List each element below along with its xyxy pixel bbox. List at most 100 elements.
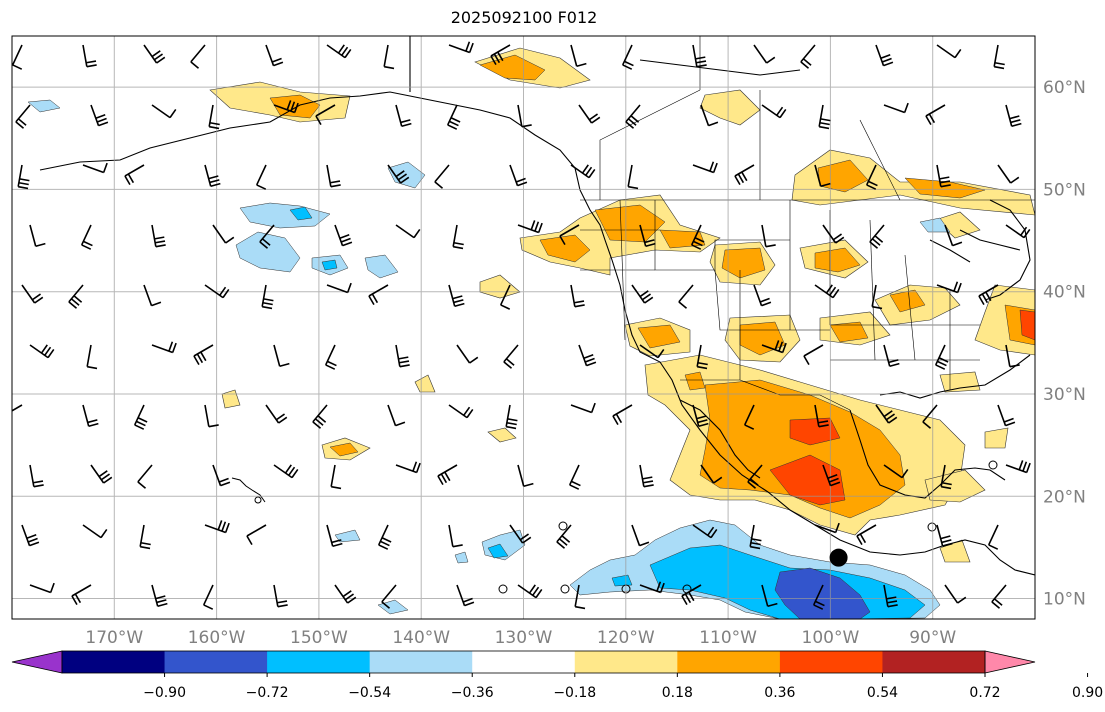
- wind-barb: [137, 464, 153, 489]
- wind-barb: [692, 524, 718, 539]
- colorbar-extend-high: [984, 650, 1036, 674]
- wind-barb: [395, 224, 421, 239]
- wind-barb: [212, 464, 231, 487]
- wind-barb: [578, 344, 597, 367]
- wind-barb: [761, 224, 776, 248]
- wind-barb: [700, 104, 719, 127]
- wind-barb: [503, 344, 519, 369]
- lat-label: 20°N: [1043, 487, 1086, 507]
- colorbar-tick-labels: −0.90 −0.72 −0.54 −0.36 −0.18 0.18 0.36 0.54 0.7…: [143, 673, 1103, 701]
- wind-barb: [395, 344, 410, 368]
- wind-barb: [143, 284, 162, 307]
- wind-barb: [17, 164, 30, 190]
- colorbar: [11, 650, 1036, 674]
- wind-barb: [29, 582, 55, 594]
- wind-barbs: [12, 41, 1031, 610]
- lat-label: 60°N: [1043, 78, 1086, 98]
- moderate-anomaly-fill: [269, 54, 1035, 519]
- wind-barb: [377, 524, 392, 550]
- wind-barb: [448, 524, 463, 548]
- wind-barb: [330, 464, 342, 490]
- wind-barb: [803, 344, 824, 366]
- wind-barb: [814, 284, 840, 299]
- wind-barb: [86, 344, 98, 370]
- wind-barb: [856, 524, 877, 546]
- wind-barb: [570, 284, 585, 308]
- wind-barb: [639, 224, 656, 248]
- wind-barb: [978, 284, 999, 306]
- wind-barb: [621, 44, 634, 70]
- colorbar-segment: [62, 651, 166, 673]
- colorbar-segment: [267, 651, 371, 673]
- wind-barb: [204, 404, 219, 428]
- wind-barb: [315, 104, 336, 126]
- wind-barb: [631, 524, 650, 547]
- lon-label: 120°W: [597, 628, 655, 648]
- colorbar-tick-label: 0.18: [662, 685, 693, 701]
- location-marker[interactable]: [829, 548, 848, 567]
- wind-barb: [395, 461, 421, 474]
- wind-barb: [456, 344, 479, 364]
- wind-barb: [625, 104, 641, 129]
- map-title: 2025092100 F012: [450, 8, 598, 27]
- wind-barb: [499, 284, 511, 310]
- wind-barb: [987, 524, 999, 550]
- wind-barb: [452, 224, 464, 250]
- wind-barb: [265, 404, 288, 424]
- wind-barb: [143, 44, 166, 64]
- colorbar-segment: [472, 651, 576, 673]
- wind-barb: [255, 164, 267, 190]
- lat-label: 50°N: [1043, 180, 1086, 200]
- wind-barb: [940, 464, 952, 490]
- wind-barb: [273, 100, 299, 114]
- wind-barb: [639, 344, 665, 359]
- wind-barb: [743, 404, 755, 430]
- colorbar-segment: [882, 651, 986, 673]
- wind-barb: [865, 164, 878, 190]
- coastlines: [39, 36, 1035, 576]
- wind-barb: [29, 344, 55, 359]
- map-frame: [11, 35, 1036, 620]
- very-strong-negative-anomaly-fill: [774, 567, 871, 619]
- islands: [231, 460, 998, 594]
- wind-barb: [814, 164, 831, 188]
- wind-barb: [568, 464, 581, 490]
- longitude-labels: 170°W 160°W 150°W 140°W 130°W 120°W 110°W 100°W…: [85, 628, 956, 648]
- wind-barb: [696, 344, 708, 370]
- wind-barb: [265, 44, 284, 67]
- wind-barb: [749, 524, 762, 550]
- lon-label: 100°W: [802, 628, 860, 648]
- wind-barb: [997, 404, 1016, 427]
- wind-barb: [1005, 460, 1031, 474]
- wind-barb: [639, 464, 654, 488]
- wind-barb: [273, 584, 288, 608]
- wind-barb: [82, 44, 97, 68]
- lon-label: 160°W: [188, 628, 246, 648]
- wind-barb: [446, 104, 461, 130]
- wind-barb: [692, 44, 707, 68]
- wind-barb: [133, 404, 148, 430]
- wind-barb: [936, 44, 962, 59]
- wind-barb: [90, 464, 113, 484]
- wind-barb: [368, 284, 389, 306]
- wind-barb: [578, 104, 601, 124]
- wind-barb: [800, 44, 816, 69]
- wind-barb: [80, 224, 93, 250]
- wind-barb: [509, 164, 528, 187]
- wind-barb: [21, 284, 44, 304]
- wind-barb: [151, 104, 177, 119]
- wind-barb: [490, 44, 511, 66]
- wind-barb: [812, 584, 825, 610]
- colorbar-tick-label: −0.72: [246, 685, 289, 701]
- wind-barb: [883, 584, 898, 608]
- wind-barb: [326, 524, 343, 548]
- colorbar-tick-label: −0.54: [348, 685, 391, 701]
- wind-barb: [312, 404, 328, 429]
- wind-barb: [212, 224, 235, 244]
- wind-barb: [639, 581, 665, 594]
- colorbar-segment: [369, 651, 473, 673]
- wind-barb: [612, 404, 633, 426]
- map-area[interactable]: [3, 36, 1035, 619]
- wind-barb: [190, 44, 206, 69]
